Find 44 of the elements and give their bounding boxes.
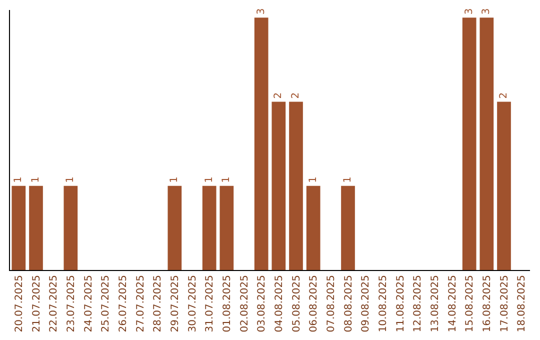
x-tick-label: 18.08.2025 <box>516 275 528 332</box>
data-label: 1 <box>221 176 232 183</box>
x-tick-label: 12.08.2025 <box>412 275 424 332</box>
data-label: 2 <box>498 92 510 99</box>
x-tick-label: 20.07.2025 <box>14 275 25 332</box>
x-tick-label: 27.07.2025 <box>135 275 146 332</box>
x-tick-label: 09.08.2025 <box>360 275 372 332</box>
x-tick-label: 01.08.2025 <box>222 275 233 332</box>
data-label: 3 <box>256 8 267 15</box>
x-tick-label: 22.07.2025 <box>48 275 60 332</box>
x-tick-label: 14.08.2025 <box>447 275 458 332</box>
data-label: 1 <box>204 176 215 183</box>
x-tick-label: 08.08.2025 <box>343 275 354 332</box>
x-tick-label: 28.07.2025 <box>152 275 164 332</box>
data-label: 1 <box>308 176 319 183</box>
data-label: 1 <box>342 176 354 183</box>
x-tick-label: 02.08.2025 <box>239 275 250 332</box>
x-tick-label: 11.08.2025 <box>395 275 406 332</box>
data-label: 3 <box>464 8 475 15</box>
data-label: 1 <box>169 176 180 183</box>
x-tick-label: 23.07.2025 <box>66 275 77 332</box>
x-tick-label: 05.08.2025 <box>291 275 302 332</box>
x-tick-label: 21.07.2025 <box>31 275 42 332</box>
x-tick-label: 13.08.2025 <box>430 275 441 332</box>
data-label: 1 <box>13 176 24 183</box>
x-tick-label: 31.07.2025 <box>204 275 216 332</box>
x-tick-label: 15.08.2025 <box>464 275 476 332</box>
x-tick-label: 16.08.2025 <box>482 275 493 332</box>
x-tick-label: 26.07.2025 <box>118 275 129 332</box>
x-tick-label: 06.08.2025 <box>308 275 320 332</box>
x-tick-label: 17.08.2025 <box>499 275 510 332</box>
data-label: 2 <box>290 92 302 99</box>
x-tick-label: 10.08.2025 <box>378 275 389 332</box>
x-tick-label: 25.07.2025 <box>100 275 112 332</box>
data-label: 1 <box>30 176 42 183</box>
x-tick-label: 07.08.2025 <box>326 275 337 332</box>
data-label: 1 <box>65 176 76 183</box>
x-tick-label: 30.07.2025 <box>187 275 198 332</box>
data-label: 2 <box>273 92 284 99</box>
x-tick-label: 03.08.2025 <box>256 275 268 332</box>
x-tick-label: 24.07.2025 <box>83 275 94 332</box>
x-tick-label: 29.07.2025 <box>170 275 181 332</box>
data-label: 3 <box>481 8 492 15</box>
x-tick-label: 04.08.2025 <box>274 275 285 332</box>
